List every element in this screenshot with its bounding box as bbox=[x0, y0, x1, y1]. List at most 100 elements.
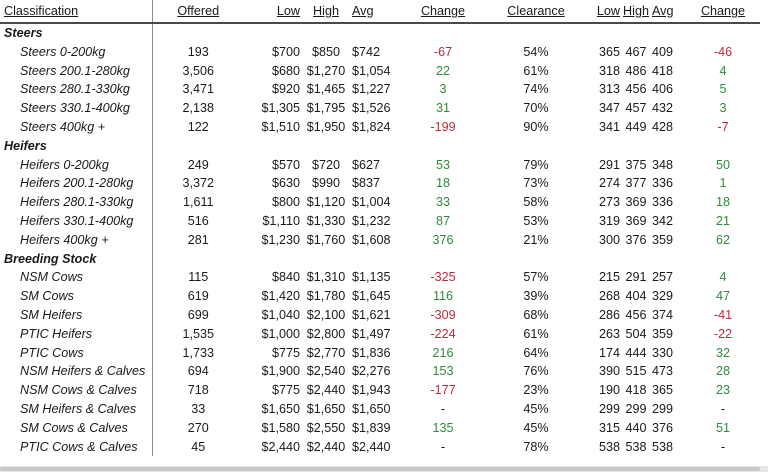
table-row[interactable]: SM Heifers 699 $1,040 $2,100 $1,621 -309 68% 28… bbox=[0, 305, 760, 325]
low-cell: $2,440 bbox=[261, 439, 300, 454]
offered-cell: 1,611 bbox=[182, 195, 214, 210]
empty-cell bbox=[244, 137, 300, 156]
change-cell: 31 bbox=[435, 101, 450, 116]
offered-cell: 45 bbox=[191, 439, 206, 454]
change-cpkg-cell: -22 bbox=[713, 326, 733, 341]
row-label: Heifers 400kg + bbox=[0, 230, 153, 250]
row-label: Steers 280.1-330kg bbox=[0, 80, 153, 100]
change-cell: - bbox=[440, 439, 446, 454]
low-cell: $630 bbox=[271, 176, 300, 191]
table-row[interactable]: Steers 400kg + 122 $1,510 $1,950 $1,824 -199 9… bbox=[0, 117, 760, 137]
market-table: Classification Offered Low High Avg Chan… bbox=[0, 0, 760, 457]
low-cpkg-cell: 299 bbox=[598, 401, 620, 416]
high-cell: $2,440 bbox=[306, 383, 346, 398]
change-cell: 18 bbox=[435, 176, 450, 191]
avg-cpkg-cell: 342 bbox=[652, 213, 674, 228]
table-row[interactable]: Steers 330.1-400kg 2,138 $1,305 $1,795 $1,52… bbox=[0, 99, 760, 118]
table-row[interactable]: PTIC Heifers 1,535 $1,000 $2,800 $1,497 -224 6… bbox=[0, 324, 760, 344]
table-row[interactable]: Heifers 330.1-400kg 516 $1,110 $1,330 $1,232… bbox=[0, 211, 760, 231]
empty-cell bbox=[620, 137, 652, 156]
high-cell: $1,465 bbox=[306, 82, 346, 97]
empty-cell bbox=[404, 23, 482, 43]
empty-cell bbox=[482, 137, 590, 156]
low-cpkg-cell: 273 bbox=[598, 195, 620, 210]
empty-cell bbox=[300, 250, 352, 269]
change-cpkg-cell: -41 bbox=[713, 307, 733, 322]
low-cell: $1,900 bbox=[261, 364, 300, 379]
low-cpkg-cell: 315 bbox=[598, 420, 620, 435]
low-cell: $1,305 bbox=[261, 101, 300, 116]
table-row[interactable]: Steers 280.1-330kg 3,471 $920 $1,465 $1,227 3… bbox=[0, 80, 760, 100]
header-avg[interactable]: Avg bbox=[352, 0, 404, 24]
avg-cell: $1,054 bbox=[352, 63, 391, 78]
horizontal-scrollbar[interactable] bbox=[0, 466, 768, 472]
clearance-cell: 45% bbox=[523, 401, 549, 416]
table-row[interactable]: Steers 0-200kg 193 $700 $850 $742 -67 54% 365 46… bbox=[0, 42, 760, 62]
header-classification[interactable]: Classification bbox=[0, 0, 153, 24]
high-cell: $1,950 bbox=[306, 119, 346, 134]
avg-cpkg-cell: 376 bbox=[652, 420, 674, 435]
table-row[interactable]: Heifers 0-200kg 249 $570 $720 $627 53 79% 291 37… bbox=[0, 155, 760, 175]
empty-cell bbox=[590, 23, 620, 43]
table-row[interactable]: Steers 200.1-280kg 3,506 $680 $1,270 $1,054 2… bbox=[0, 61, 760, 81]
empty-cell bbox=[652, 23, 686, 43]
change-cpkg-cell: 51 bbox=[715, 420, 730, 435]
low-cpkg-cell: 215 bbox=[598, 270, 620, 285]
group-label: Heifers bbox=[0, 136, 153, 156]
high-cell: $2,800 bbox=[306, 326, 346, 341]
avg-cell: $1,232 bbox=[352, 213, 391, 228]
group-label: Steers bbox=[0, 23, 153, 43]
row-label: NSM Cows & Calves bbox=[0, 381, 153, 400]
avg-cpkg-cell: 348 bbox=[652, 157, 674, 172]
change-cell: 53 bbox=[435, 157, 450, 172]
table-row[interactable]: PTIC Cows & Calves 45 $2,440 $2,440 $2,440 - 7… bbox=[0, 437, 760, 457]
group-row: Breeding Stock bbox=[0, 249, 760, 269]
low-cpkg-cell: 300 bbox=[598, 232, 620, 247]
row-label: Steers 330.1-400kg bbox=[0, 99, 153, 118]
header-low[interactable]: Low bbox=[244, 0, 300, 24]
offered-cell: 3,506 bbox=[182, 63, 214, 78]
header-clearance[interactable]: Clearance bbox=[482, 0, 590, 24]
clearance-cell: 45% bbox=[523, 420, 549, 435]
header-high-cpkg[interactable]: High bbox=[620, 0, 652, 24]
change-cpkg-cell: 50 bbox=[715, 157, 730, 172]
table-row[interactable]: Heifers 400kg + 281 $1,230 $1,760 $1,608 376 2… bbox=[0, 230, 760, 250]
empty-cell bbox=[404, 250, 482, 269]
row-label: Steers 200.1-280kg bbox=[0, 61, 153, 81]
empty-cell bbox=[652, 250, 686, 269]
empty-cell bbox=[482, 23, 590, 43]
header-low-cpkg[interactable]: Low bbox=[590, 0, 620, 24]
header-avg-cpkg[interactable]: Avg bbox=[652, 0, 686, 24]
header-offered[interactable]: Offered bbox=[152, 0, 244, 24]
low-cpkg-cell: 274 bbox=[598, 176, 620, 191]
header-change-cpkg[interactable]: Change bbox=[686, 0, 760, 24]
table-row[interactable]: SM Heifers & Calves 33 $1,650 $1,650 $1,650 -… bbox=[0, 399, 760, 419]
high-cpkg-cell: 376 bbox=[625, 232, 647, 247]
group-row: Heifers bbox=[0, 136, 760, 156]
header-high[interactable]: High bbox=[300, 0, 352, 24]
empty-cell bbox=[482, 250, 590, 269]
table-row[interactable]: NSM Heifers & Calves 694 $1,900 $2,540 $2,27… bbox=[0, 362, 760, 382]
scrollbar-thumb[interactable] bbox=[0, 467, 760, 471]
table-row[interactable]: NSM Cows 115 $840 $1,310 $1,135 -325 57% 215 291… bbox=[0, 268, 760, 288]
table-row[interactable]: SM Cows & Calves 270 $1,580 $2,550 $1,839 135… bbox=[0, 418, 760, 438]
table-row[interactable]: NSM Cows & Calves 718 $775 $2,440 $1,943 -177… bbox=[0, 381, 760, 400]
offered-cell: 33 bbox=[191, 401, 206, 416]
change-cell: 153 bbox=[432, 364, 454, 379]
table-row[interactable]: Heifers 200.1-280kg 3,372 $630 $990 $837 18 73… bbox=[0, 174, 760, 194]
row-label: Heifers 330.1-400kg bbox=[0, 211, 153, 231]
table-row[interactable]: PTIC Cows 1,733 $775 $2,770 $1,836 216 64% 174 4… bbox=[0, 343, 760, 363]
header-change[interactable]: Change bbox=[404, 0, 482, 24]
empty-cell bbox=[590, 250, 620, 269]
empty-cell bbox=[404, 137, 482, 156]
table-row[interactable]: Heifers 280.1-330kg 1,611 $800 $1,120 $1,004… bbox=[0, 193, 760, 212]
change-cell: -177 bbox=[430, 383, 456, 398]
low-cpkg-cell: 190 bbox=[598, 383, 620, 398]
table-row[interactable]: SM Cows 619 $1,420 $1,780 $1,645 116 39% 268 404… bbox=[0, 287, 760, 306]
offered-cell: 718 bbox=[187, 383, 209, 398]
low-cpkg-cell: 365 bbox=[598, 44, 620, 59]
empty-cell bbox=[244, 250, 300, 269]
empty-cell bbox=[652, 137, 686, 156]
row-label: PTIC Cows & Calves bbox=[0, 437, 153, 457]
empty-cell bbox=[152, 23, 244, 43]
